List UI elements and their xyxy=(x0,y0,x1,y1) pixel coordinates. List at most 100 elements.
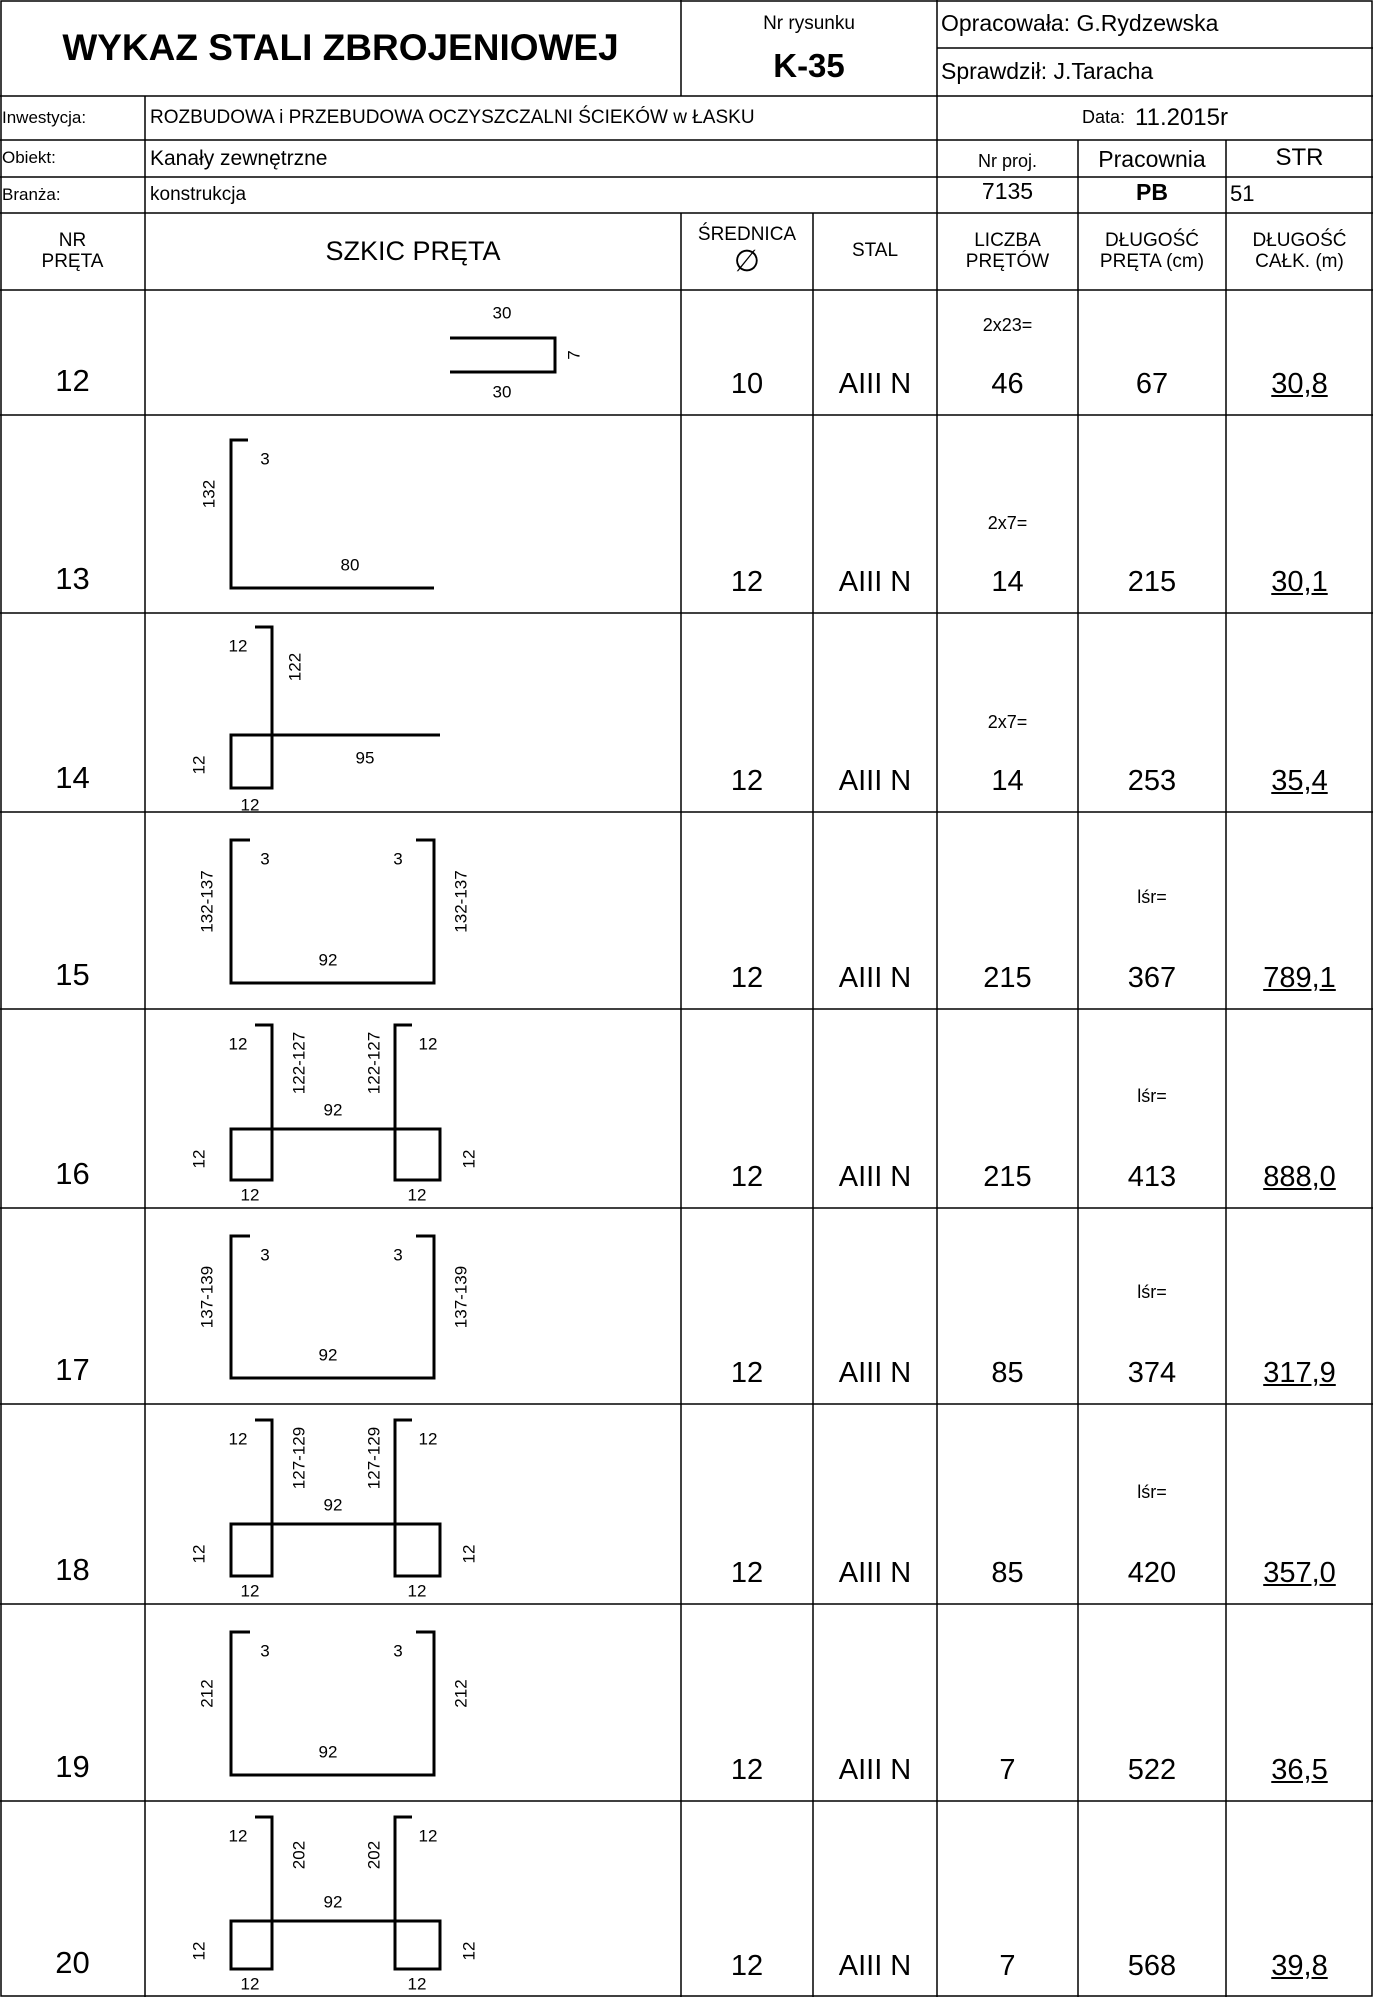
sketch-dimension: 12 xyxy=(241,1974,260,1993)
sketch-dimension: 95 xyxy=(356,748,375,767)
length-note: lśr= xyxy=(1137,1086,1167,1107)
sketch-dimension: 212 xyxy=(197,1679,216,1707)
length-value: 374 xyxy=(1127,1357,1177,1390)
sketch-dimension: 3 xyxy=(393,1245,402,1264)
length-value: 420 xyxy=(1127,1557,1177,1590)
bar-shape xyxy=(255,625,440,737)
sketch-dimension: 3 xyxy=(260,1245,269,1264)
total-value: 39,8 xyxy=(1271,1950,1328,1983)
sketch-dimension: 12 xyxy=(408,1185,427,1204)
count-value: 7 xyxy=(999,1950,1016,1983)
column-header-total-line2: CAŁK. (m) xyxy=(1255,250,1344,272)
diameter-value: 12 xyxy=(730,566,764,599)
total-value: 30,1 xyxy=(1271,566,1328,599)
count-value: 85 xyxy=(991,1357,1024,1390)
length-value: 522 xyxy=(1127,1754,1177,1787)
sketch-dimension: 92 xyxy=(324,1100,343,1119)
count-value: 215 xyxy=(983,962,1032,995)
diameter-value: 12 xyxy=(730,1557,764,1590)
column-header-total-line1: DŁUGOŚĆ xyxy=(1252,229,1347,251)
count-note: 2x7= xyxy=(987,712,1028,733)
length-value: 367 xyxy=(1127,962,1177,995)
total-value: 36,5 xyxy=(1271,1754,1328,1787)
count-note: 2x7= xyxy=(987,513,1028,534)
diameter-value: 12 xyxy=(730,1950,764,1983)
column-header-diameter: ŚREDNICA ∅ xyxy=(681,213,813,290)
column-header-length: DŁUGOŚĆ PRĘTA (cm) xyxy=(1078,213,1226,290)
column-header-nr: NR PRĘTA xyxy=(0,213,145,290)
bar-hook-left xyxy=(229,1522,274,1578)
bar-shape xyxy=(229,838,436,985)
row-number: 20 xyxy=(55,1944,90,1980)
sketch-dimension: 122-127 xyxy=(364,1032,383,1094)
length-note: lśr= xyxy=(1137,887,1167,908)
page-value: 51 xyxy=(1230,180,1255,206)
bar-shape xyxy=(255,1023,440,1131)
sketch-dimension: 12 xyxy=(459,1545,478,1564)
sketch-dimension: 92 xyxy=(324,1892,343,1911)
steel-value: AIII N xyxy=(838,566,912,599)
column-header-count-line1: LICZBA xyxy=(974,229,1041,251)
total-value: 317,9 xyxy=(1263,1357,1336,1390)
diameter-value: 12 xyxy=(730,1357,764,1390)
bar-shape xyxy=(229,1234,436,1380)
sketch-dimension: 12 xyxy=(241,795,260,814)
count-value: 46 xyxy=(991,368,1024,401)
branch-value: konstrukcja xyxy=(150,183,247,205)
diameter-symbol-icon: ∅ xyxy=(733,245,761,279)
length-value: 253 xyxy=(1127,765,1177,798)
sketch-dimension: 3 xyxy=(260,449,269,468)
checked-by: Sprawdził: J.Taracha xyxy=(941,58,1154,85)
column-header-steel: STAL xyxy=(851,240,899,262)
count-value: 215 xyxy=(983,1161,1032,1194)
project-number: 7135 xyxy=(981,178,1034,205)
count-value: 7 xyxy=(999,1754,1016,1787)
sketch-dimension: 12 xyxy=(189,1545,208,1564)
sketch-dimension: 92 xyxy=(319,1345,338,1364)
column-header-nr-line1: NR xyxy=(58,229,87,251)
column-header-count: LICZBA PRĘTÓW xyxy=(937,213,1078,290)
sketch-dimension: 12 xyxy=(408,1974,427,1993)
steel-value: AIII N xyxy=(838,765,912,798)
steel-value: AIII N xyxy=(838,1357,912,1390)
total-value: 30,8 xyxy=(1271,368,1328,401)
sketch-dimension: 3 xyxy=(393,849,402,868)
diameter-value: 12 xyxy=(730,962,764,995)
sketch-dimension: 12 xyxy=(459,1150,478,1169)
sketch-dimension: 12 xyxy=(229,1429,248,1448)
sketch-dimension: 132-137 xyxy=(451,870,470,932)
steel-value: AIII N xyxy=(838,368,912,401)
sketch-dimension: 80 xyxy=(341,555,360,574)
sketch-dimension: 132-137 xyxy=(197,870,216,932)
investment-label: Inwestycja: xyxy=(2,107,87,127)
row-number: 17 xyxy=(55,1351,90,1387)
sketch-dimension: 12 xyxy=(419,1034,438,1053)
drawing-number-label: Nr rysunku xyxy=(763,12,855,34)
bar-shape-right xyxy=(393,1815,412,1921)
length-value: 67 xyxy=(1135,368,1169,401)
steel-value: AIII N xyxy=(838,1950,912,1983)
sketch-dimension: 132 xyxy=(199,480,218,508)
studio-value: PB xyxy=(1136,179,1168,206)
sketch-dimension: 127-129 xyxy=(289,1427,308,1489)
bar-shape xyxy=(229,438,434,590)
column-header-sketch: SZKIC PRĘTA xyxy=(325,235,501,266)
sketch-dimension: 12 xyxy=(459,1942,478,1961)
sketch-dimension: 137-139 xyxy=(197,1266,216,1328)
length-note: lśr= xyxy=(1137,1482,1167,1503)
count-note: 2x23= xyxy=(982,315,1033,336)
sketch-dimension: 92 xyxy=(319,1742,338,1761)
total-value: 357,0 xyxy=(1263,1557,1336,1590)
investment-value: ROZBUDOWA i PRZEBUDOWA OCZYSZCZALNI ŚCIE… xyxy=(150,106,755,128)
bar-hook-right xyxy=(393,1127,442,1182)
sketch-dimension: 12 xyxy=(189,1942,208,1961)
sketch-dimension: 122-127 xyxy=(289,1032,308,1094)
bar-hook-left xyxy=(229,1127,274,1182)
sketch-dimension: 12 xyxy=(229,636,248,655)
sketch-dimension: 3 xyxy=(260,849,269,868)
bar-shape xyxy=(229,1630,436,1777)
column-header-length-line1: DŁUGOŚĆ xyxy=(1105,229,1199,251)
sketch-dimension: 12 xyxy=(189,756,208,775)
sketch-dimension: 12 xyxy=(408,1581,427,1600)
